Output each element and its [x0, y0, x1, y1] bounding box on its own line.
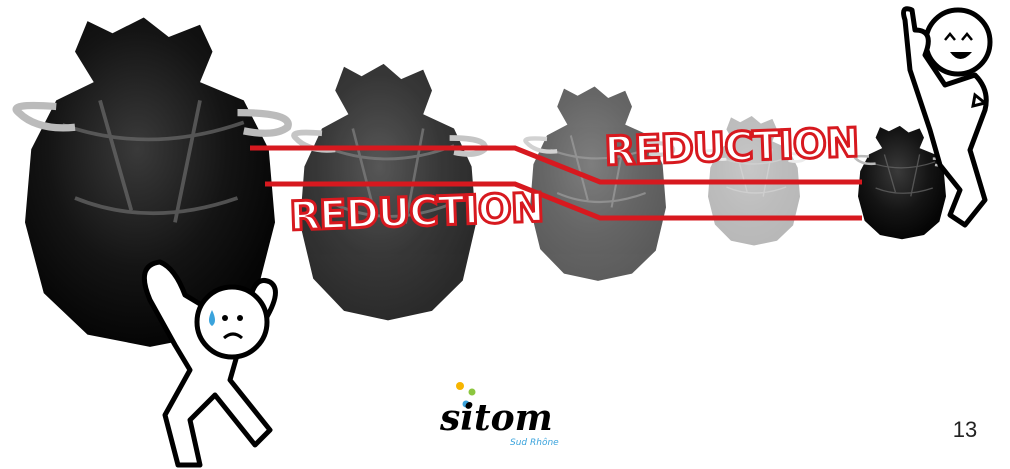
sad-figure: [144, 262, 275, 465]
logo-name: sitom: [439, 397, 553, 439]
logo: sitom Sud Rhône: [439, 382, 559, 448]
slide: REDUCTION REDUCTION sitom Sud Rhône 13: [0, 0, 1010, 469]
reduction-label: REDUCTION: [289, 185, 544, 240]
page-number: 13: [953, 417, 977, 442]
logo-tagline: Sud Rhône: [510, 437, 559, 448]
page: REDUCTION REDUCTION sitom Sud Rhône 13 (…: [0, 0, 1010, 469]
reduction-label: REDUCTION: [604, 120, 859, 175]
